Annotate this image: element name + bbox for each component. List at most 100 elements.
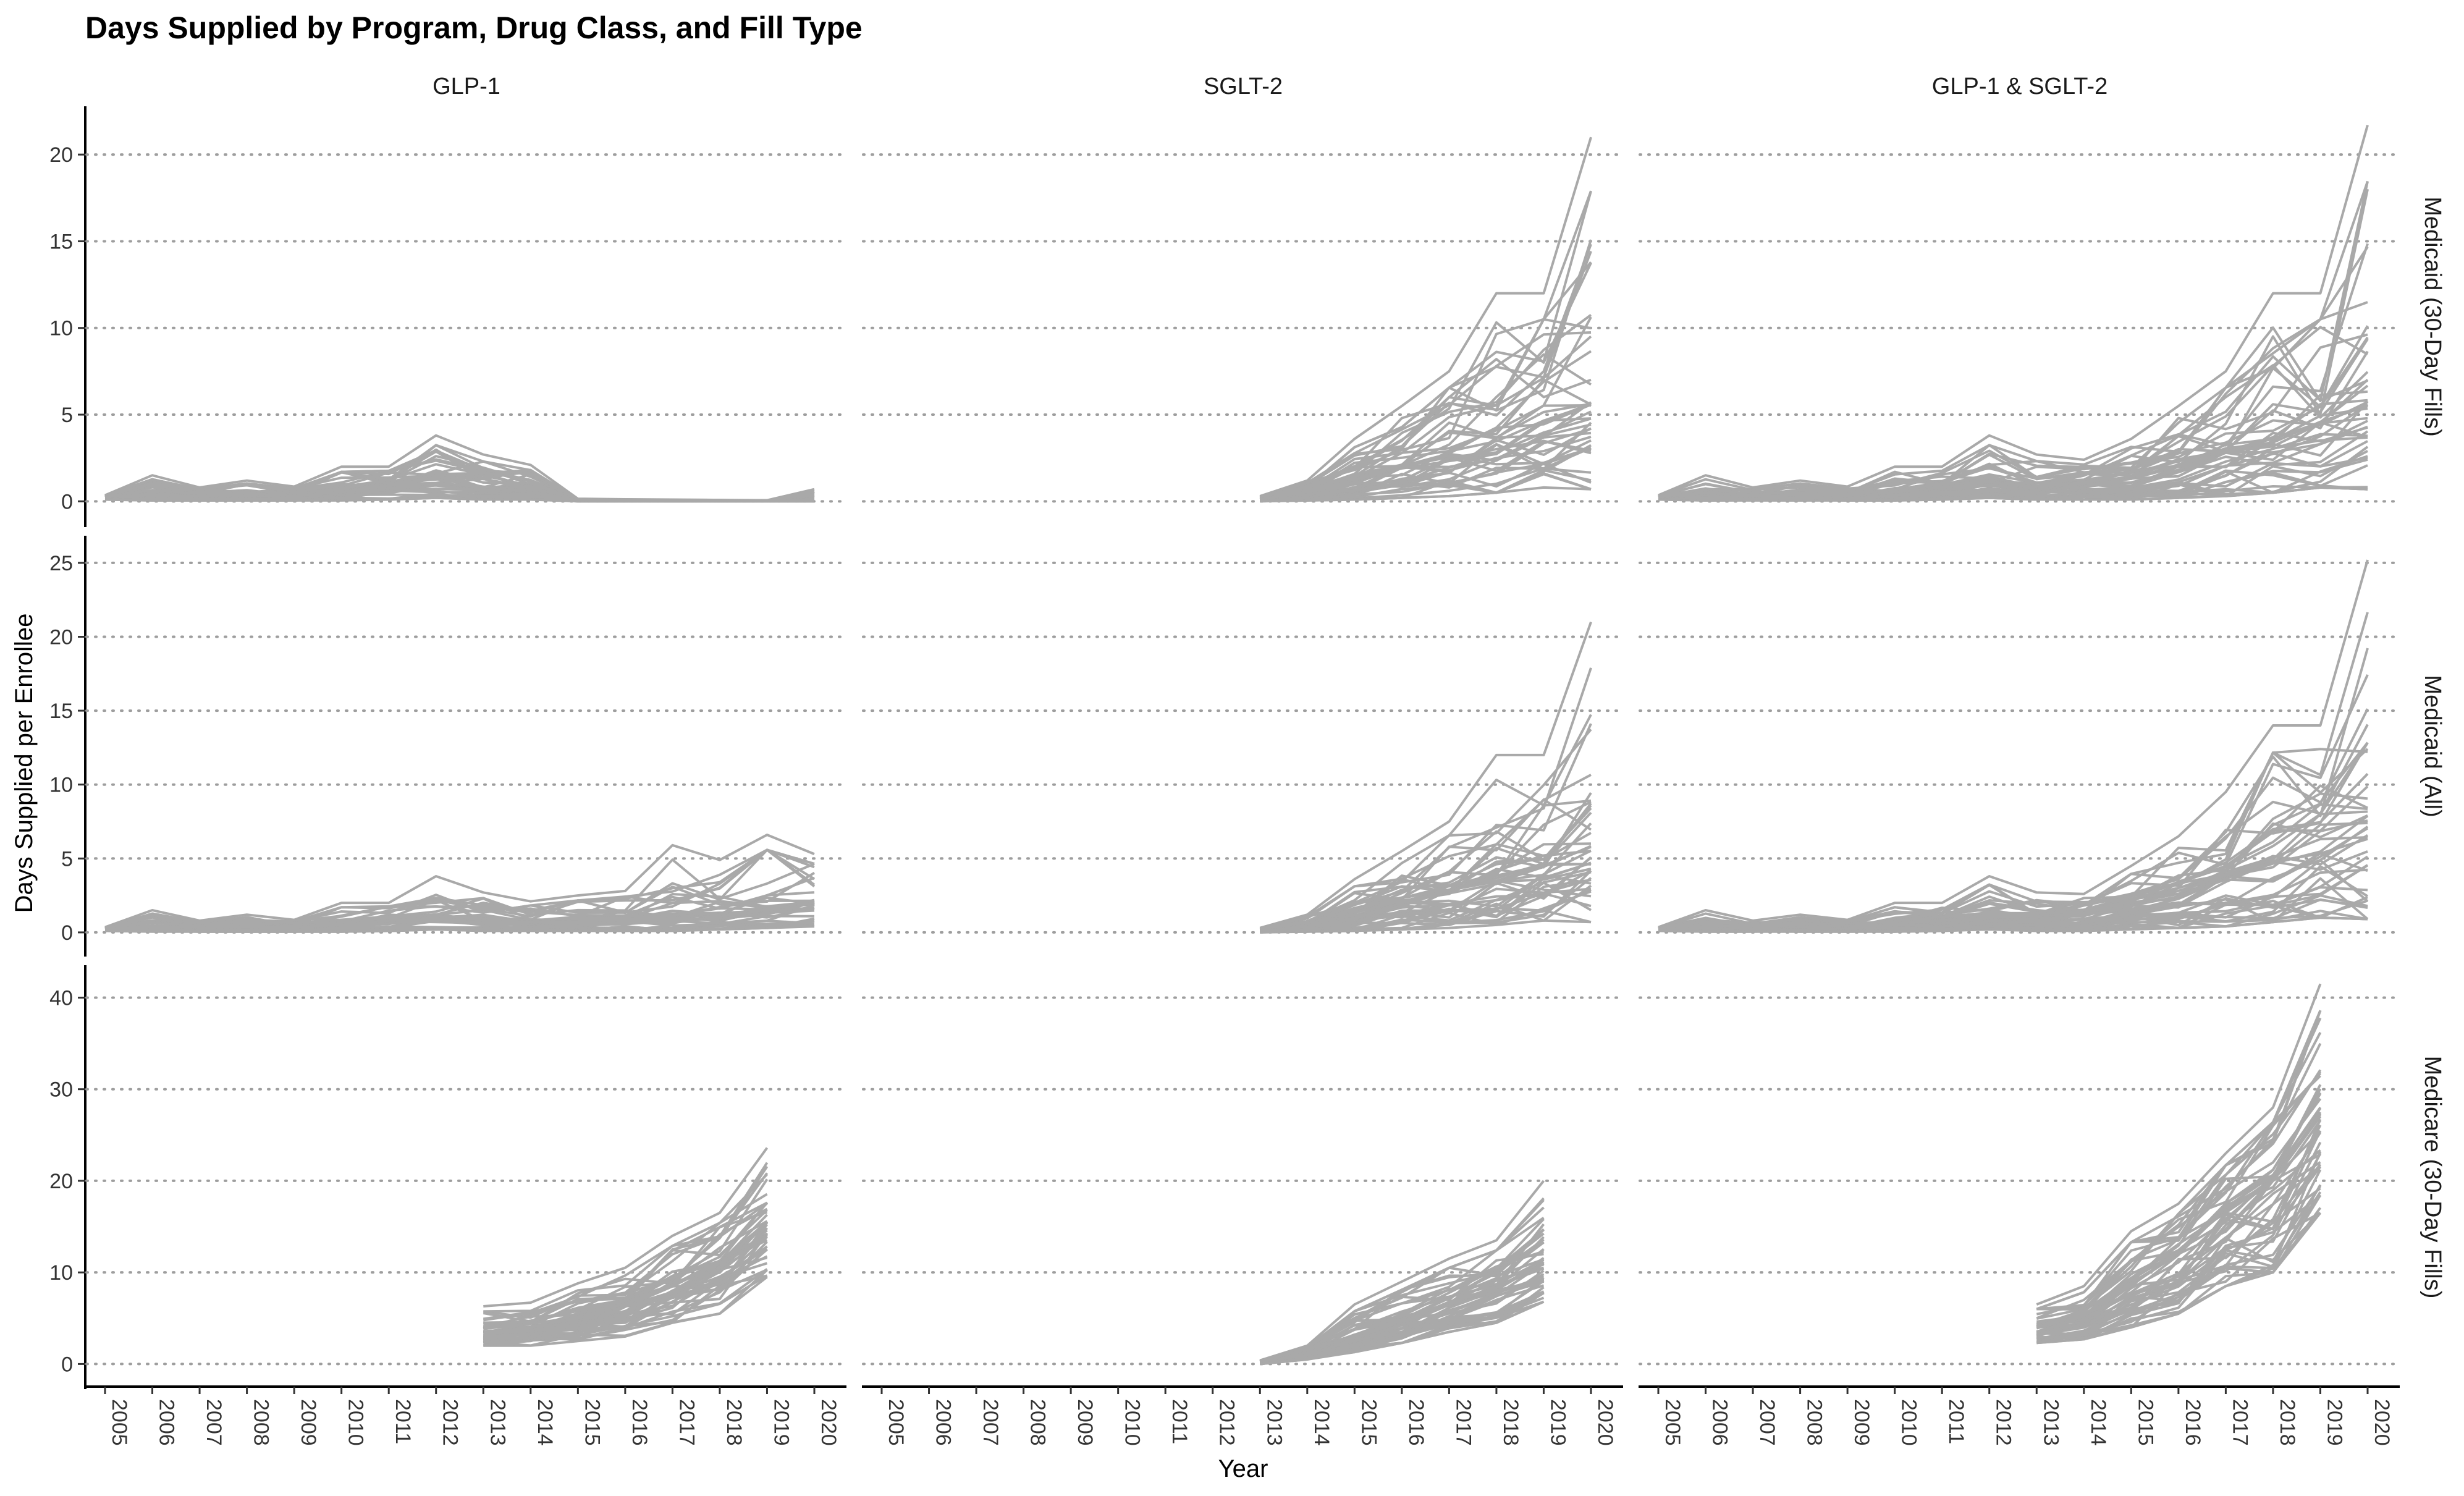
x-tick-label: 2013 [2039,1399,2062,1446]
series-line [1658,742,2369,930]
x-tick-label: 2007 [1755,1399,1779,1446]
x-tick-label: 2016 [628,1399,651,1446]
x-tick-label: 2010 [1121,1399,1144,1446]
series-line [1658,326,2368,498]
series-line [1259,774,1592,930]
series-line [104,876,815,929]
series-line [2036,1092,2322,1329]
x-tick-label: 2018 [1499,1399,1522,1446]
series-line [2036,1194,2322,1345]
x-tick-label: 2018 [722,1399,746,1446]
panel-series-group [1259,621,1592,934]
series-line [1259,729,1592,931]
series-line [104,901,815,931]
facet-column-label: SGLT-2 [1204,74,1283,99]
x-tick-label: 2012 [1992,1399,2015,1446]
facet-row-label: Medicare (30-Day Fills) [2420,1056,2445,1299]
x-tick-label: 2005 [108,1399,131,1446]
panel-series-group [1658,124,2369,502]
x-tick-label: 2011 [1944,1399,1968,1444]
x-tick-label: 2007 [202,1399,226,1446]
series-line [1259,190,1592,498]
series-line [2036,1010,2322,1311]
series-line [1260,862,1592,932]
x-tick-label: 2017 [675,1399,698,1446]
x-tick-label: 2005 [1661,1399,1684,1446]
series-line [1658,674,2369,929]
series-line [1658,559,2369,929]
panel-series-group [104,834,816,933]
y-tick-label: 20 [49,625,73,649]
x-axis-title: Year [1218,1455,1268,1482]
series-line [1260,439,1592,502]
x-tick-label: 2008 [1803,1399,1826,1446]
panel-series-group [1259,137,1592,503]
x-tick-label: 2019 [2323,1399,2346,1446]
series-line [1658,826,2369,931]
series-line [1259,350,1592,501]
x-tick-label: 2019 [769,1399,793,1446]
x-tick-label: 2008 [1026,1399,1050,1446]
series-line [1260,879,1592,933]
x-tick-label: 2011 [391,1399,415,1444]
x-tick-label: 2018 [2276,1399,2299,1446]
x-tick-label: 2020 [817,1399,840,1446]
panel-series-group [1658,559,2369,933]
panels-layer: GLP-1 SGLT-2 GLP-1 & SGLT-2 Medicaid (30-Da… [49,74,2445,1446]
y-tick-label: 15 [49,699,73,723]
x-tick-label: 2016 [1404,1399,1428,1446]
series-line [1658,180,2369,497]
series-line [483,1222,768,1334]
x-tick-label: 2009 [1073,1399,1097,1446]
x-tick-label: 2015 [580,1399,604,1446]
x-tick-label: 2007 [979,1399,1002,1446]
x-tick-label: 2011 [1168,1399,1191,1444]
series-line [483,1165,769,1321]
x-tick-label: 2014 [533,1399,557,1446]
series-line [1658,364,2369,498]
x-tick-label: 2015 [2133,1399,2157,1446]
series-line [1658,708,2369,930]
series-line [1260,849,1592,932]
y-tick-label: 0 [61,490,73,513]
series-line [1259,1259,1545,1363]
x-tick-label: 2009 [1850,1399,1873,1446]
series-line [483,1147,769,1308]
panel-series-group [2036,983,2322,1345]
series-line [1260,469,1592,502]
y-tick-label: 10 [49,317,73,340]
x-tick-label: 2020 [1593,1399,1617,1446]
series-line [483,1255,768,1344]
x-tick-label: 2006 [1708,1399,1732,1446]
series-line [483,1269,768,1347]
facet-row-label: Medicaid (All) [2420,675,2445,817]
x-tick-label: 2017 [1451,1399,1475,1446]
y-tick-label: 0 [61,921,73,945]
x-tick-label: 2013 [1262,1399,1286,1446]
series-line [1658,325,2369,498]
series-line [2036,1106,2322,1327]
series-line [1259,621,1592,929]
y-tick-label: 40 [49,986,73,1010]
chart-title: Days Supplied by Program, Drug Class, an… [85,11,863,45]
y-tick-label: 30 [49,1078,73,1102]
x-tick-label: 2008 [250,1399,273,1446]
x-tick-label: 2006 [155,1399,179,1446]
series-line [1259,137,1592,497]
series-line [483,1193,768,1319]
series-line [483,1232,769,1338]
x-tick-label: 2016 [2181,1399,2205,1446]
series-line [1259,250,1592,498]
facet-column-label: GLP-1 & SGLT-2 [1932,74,2107,99]
x-tick-label: 2006 [932,1399,955,1446]
series-line [1259,190,1592,498]
y-tick-label: 10 [49,774,73,797]
y-axis-title: Days Supplied per Enrollee [11,614,38,913]
x-tick-label: 2014 [2086,1399,2110,1446]
series-line [1658,124,2369,497]
y-tick-label: 25 [49,552,73,575]
series-line [1259,1206,1545,1363]
x-tick-label: 2020 [2370,1399,2394,1446]
y-tick-label: 5 [61,847,73,871]
